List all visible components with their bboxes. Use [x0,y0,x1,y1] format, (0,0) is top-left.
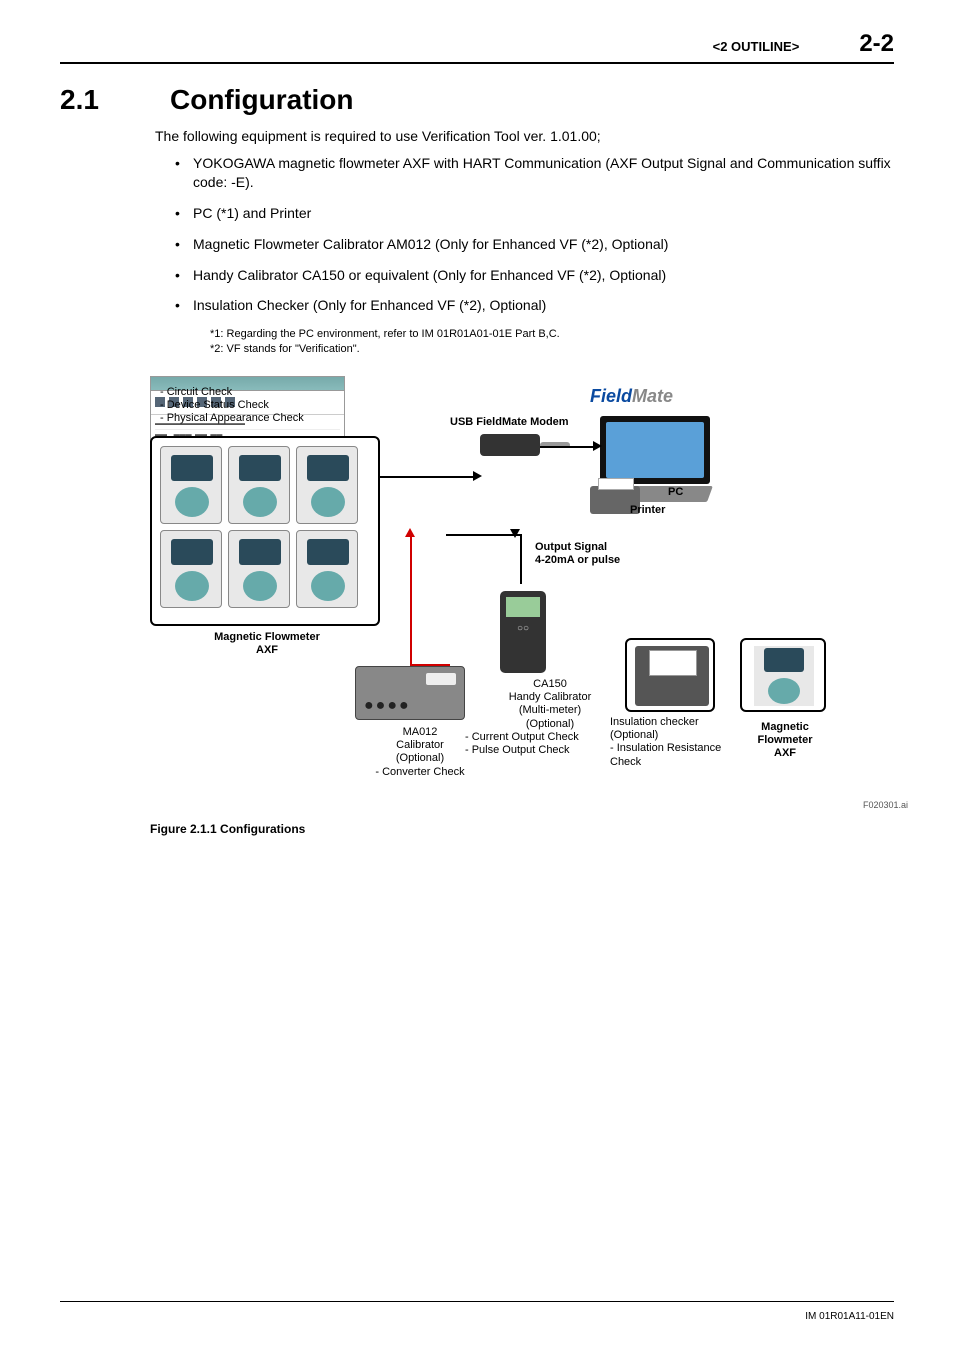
equipment-list: YOKOGAWA magnetic flowmeter AXF with HAR… [175,154,894,315]
insulation-box [625,638,715,712]
arrow-head-icon [405,528,415,537]
list-item: Insulation Checker (Only for Enhanced VF… [175,296,894,315]
intro-text: The following equipment is required to u… [155,128,894,144]
list-item: Magnetic Flowmeter Calibrator AM012 (Onl… [175,235,894,254]
heading-number: 2.1 [60,84,170,116]
arrow-line [380,476,475,478]
arrow-head-icon [473,471,482,481]
flowmeter-box [150,436,380,626]
device-icon [160,530,222,608]
modem-label: USB FieldMate Modem [450,416,569,429]
footer-rule [60,1301,894,1302]
page-header: <2 OUTILINE> 2-2 [60,30,894,64]
list-item: YOKOGAWA magnetic flowmeter AXF with HAR… [175,154,894,192]
ma012-label: MA012 Calibrator (Optional) - Converter … [370,726,470,779]
flowmeter-title: Magnetic Flowmeter AXF [182,631,352,657]
header-section-label: <2 OUTILINE> [713,39,800,54]
footnote: *1: Regarding the PC environment, refer … [210,327,894,341]
device-icon [160,446,222,524]
device-icon [228,530,290,608]
footer-doc-id: IM 01R01A11-01EN [805,1311,894,1322]
ca150-label: CA150 Handy Calibrator (Multi-meter) (Op… [485,678,615,757]
device-icon [228,446,290,524]
axf-icon [754,646,814,706]
arrow-line [520,534,522,584]
footnotes: *1: Regarding the PC environment, refer … [210,327,894,356]
arrow-head-icon [510,529,520,538]
section-heading: 2.1Configuration [60,84,894,116]
red-line [410,664,450,666]
device-icon [296,530,358,608]
fieldmate-logo: FieldMate [590,386,673,408]
insulation-label: Insulation checker (Optional) - Insulati… [610,716,730,769]
output-signal-label: Output Signal 4-20mA or pulse [535,541,620,567]
ma012-icon [355,666,465,720]
figure-id: F020301.ai [863,800,908,810]
heading-title: Configuration [170,84,354,115]
printer-label: Printer [630,504,665,517]
red-line [410,536,412,664]
arrow-head-icon [593,441,602,451]
header-page-number: 2-2 [859,30,894,58]
pc-label: PC [668,486,683,499]
axf-right-label: Magnetic Flowmeter AXF [745,721,825,761]
list-item: PC (*1) and Printer [175,204,894,223]
axf-right-box [740,638,826,712]
ca150-icon [500,591,546,673]
modem-icon [480,434,540,456]
list-item: Handy Calibrator CA150 or equivalent (On… [175,266,894,285]
figure-caption: Figure 2.1.1 Configurations [150,822,894,836]
device-icon [296,446,358,524]
insulation-icon [635,646,709,706]
checks-label: - Circuit Check - Device Status Check - … [160,386,304,426]
arrow-line [540,446,595,448]
footnote: *2: VF stands for "Verification". [210,342,894,356]
configuration-diagram: - Circuit Check - Device Status Check - … [150,376,910,816]
